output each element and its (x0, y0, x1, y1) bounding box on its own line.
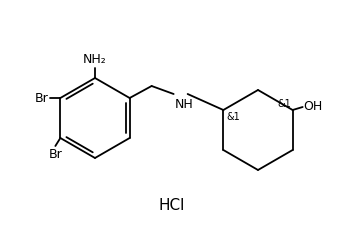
Text: &1: &1 (277, 99, 291, 109)
Text: NH₂: NH₂ (83, 53, 107, 66)
Text: Br: Br (35, 92, 49, 104)
Text: Br: Br (49, 148, 62, 161)
Text: HCl: HCl (159, 198, 185, 212)
Text: &1: &1 (226, 112, 240, 122)
Text: NH: NH (175, 98, 193, 111)
Text: OH: OH (304, 100, 323, 113)
